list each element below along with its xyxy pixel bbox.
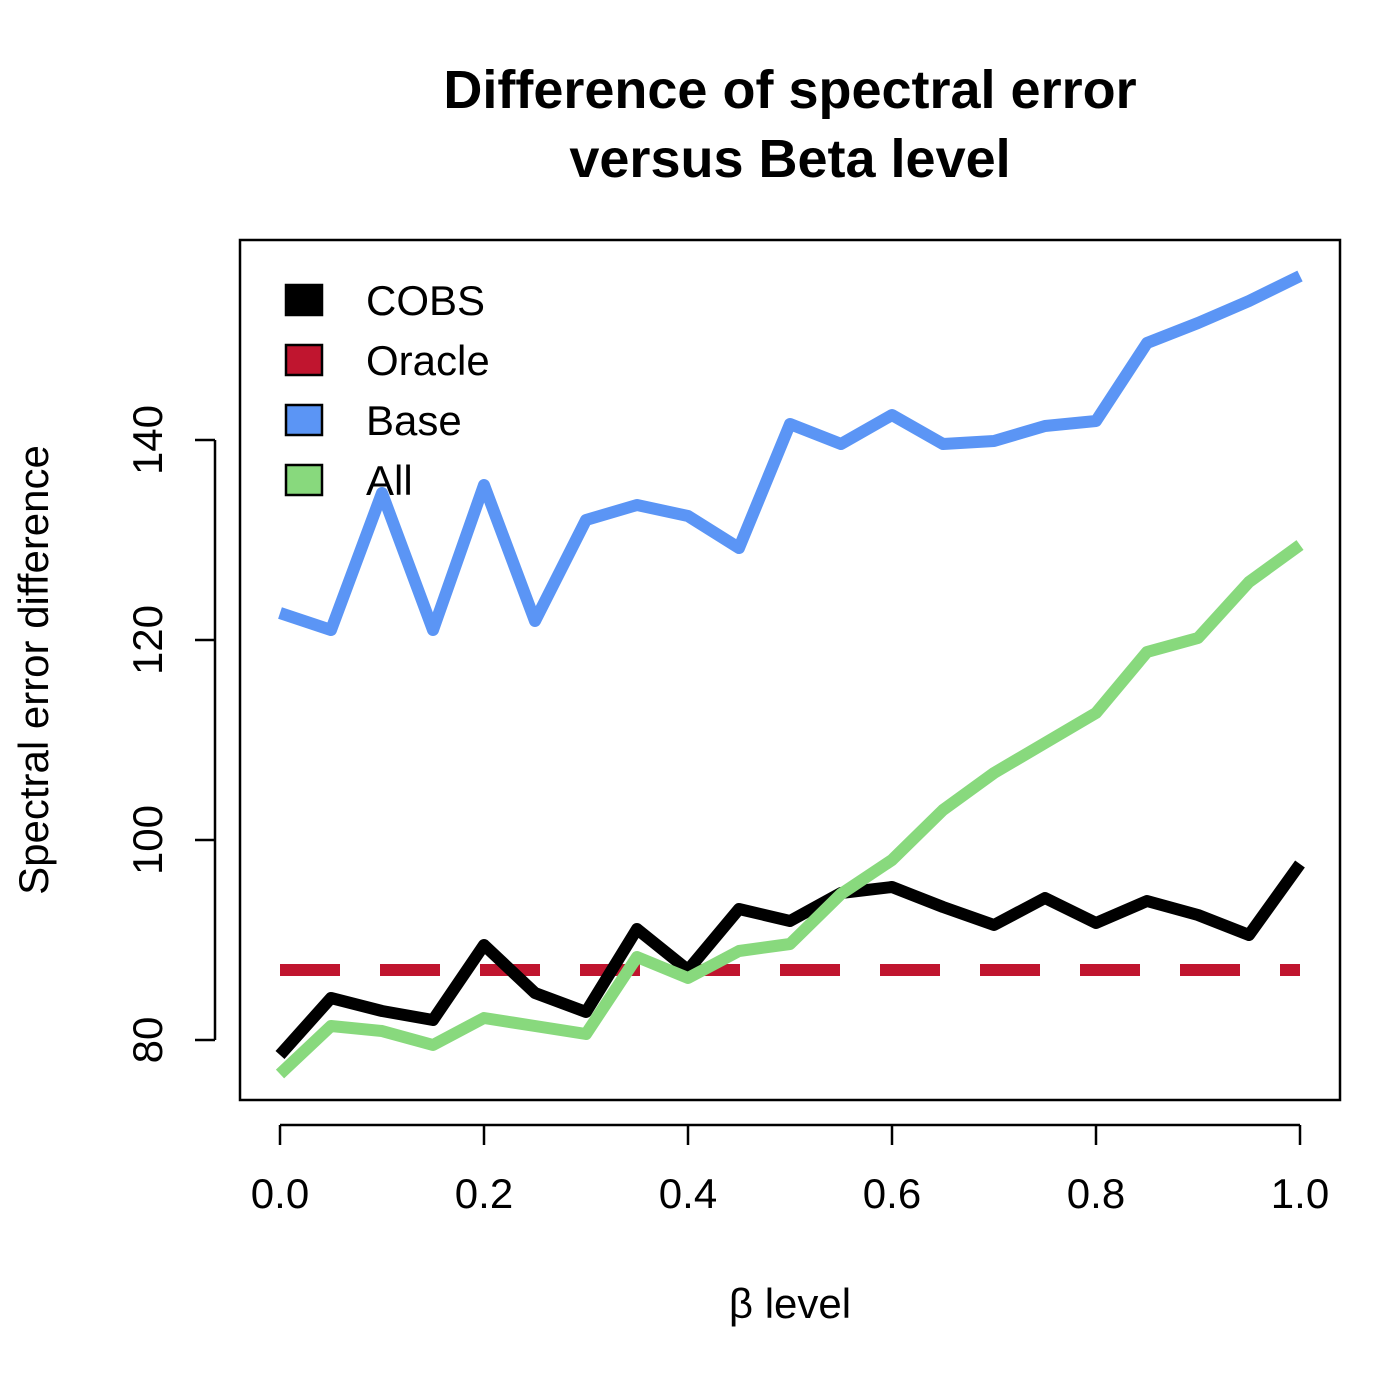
x-axis: 0.0 0.2 0.4 0.6 0.8 1.0 xyxy=(251,1123,1329,1217)
chart-title-line-2: versus Beta level xyxy=(569,129,1010,189)
y-axis: 80 100 120 140 xyxy=(124,405,217,1064)
legend-swatch-cobs xyxy=(284,283,324,317)
legend-label-oracle: Oracle xyxy=(366,337,490,384)
x-tick-label: 1.0 xyxy=(1271,1170,1329,1217)
x-tick-label: 0.8 xyxy=(1067,1170,1125,1217)
x-axis-label: β level xyxy=(729,1280,851,1327)
y-tick-label: 140 xyxy=(124,405,171,475)
legend-swatch-base xyxy=(284,403,324,437)
x-tick-label: 0.4 xyxy=(659,1170,717,1217)
legend: COBS Oracle Base All xyxy=(284,277,490,504)
legend-label-all: All xyxy=(366,457,413,504)
y-tick-label: 120 xyxy=(124,605,171,675)
y-tick-label: 80 xyxy=(124,1017,171,1064)
plot-area-frame xyxy=(238,238,1342,1102)
series-line-cobs xyxy=(275,860,1305,1060)
series-line-base xyxy=(278,270,1303,636)
x-tick-label: 0.2 xyxy=(455,1170,513,1217)
series-layer xyxy=(275,270,1305,1079)
x-tick-label: 0.6 xyxy=(863,1170,921,1217)
x-tick-label: 0.0 xyxy=(251,1170,309,1217)
legend-label-cobs: COBS xyxy=(366,277,485,324)
y-axis-label: Spectral error difference xyxy=(10,445,57,895)
legend-swatch-oracle xyxy=(284,343,324,377)
legend-swatch-all xyxy=(284,463,324,497)
y-tick-label: 100 xyxy=(124,805,171,875)
series-line-all xyxy=(275,540,1304,1079)
legend-label-base: Base xyxy=(366,397,462,444)
chart-title-line-1: Difference of spectral error xyxy=(443,60,1136,120)
